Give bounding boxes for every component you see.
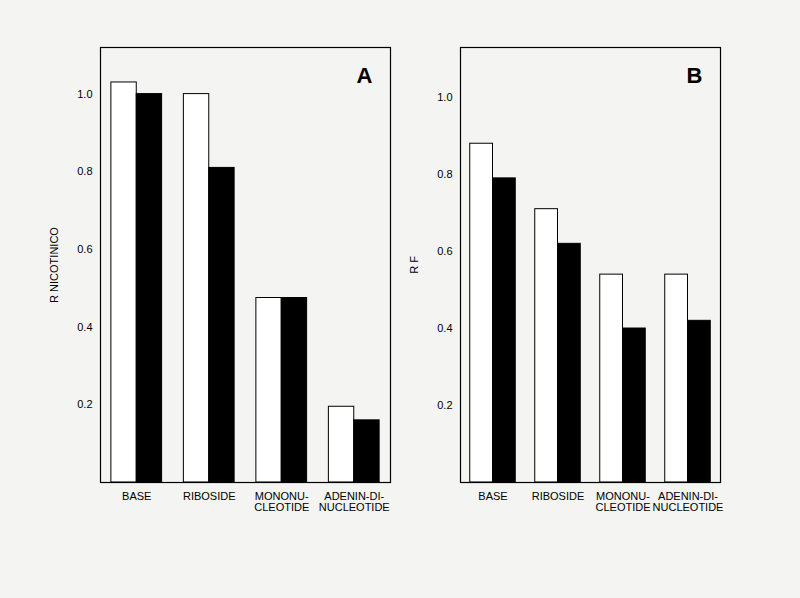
svg-text:0.6: 0.6 [77, 243, 92, 255]
svg-text:0.8: 0.8 [437, 168, 452, 180]
svg-text:MONONU-CLEOTIDE: MONONU-CLEOTIDE [254, 490, 309, 513]
svg-text:1.0: 1.0 [437, 91, 452, 103]
svg-text:BASE: BASE [478, 490, 507, 502]
svg-text:ADENIN-DI-NUCLEOTIDE: ADENIN-DI-NUCLEOTIDE [653, 490, 724, 513]
svg-text:0.4: 0.4 [77, 321, 92, 333]
svg-text:BASE: BASE [122, 490, 151, 502]
svg-text:R F: R F [408, 256, 420, 274]
svg-text:0.2: 0.2 [77, 398, 92, 410]
svg-text:RIBOSIDE: RIBOSIDE [532, 490, 585, 502]
svg-text:0.6: 0.6 [437, 245, 452, 257]
svg-text:B: B [687, 63, 703, 88]
svg-text:ADENIN-DI-NUCLEOTIDE: ADENIN-DI-NUCLEOTIDE [319, 490, 390, 513]
svg-text:1.0: 1.0 [77, 88, 92, 100]
svg-text:R NICOTINICO: R NICOTINICO [48, 227, 60, 303]
svg-text:MONONU-CLEOTIDE: MONONU-CLEOTIDE [595, 490, 650, 513]
svg-text:0.8: 0.8 [77, 165, 92, 177]
svg-text:0.4: 0.4 [437, 322, 452, 334]
svg-text:0.2: 0.2 [437, 399, 452, 411]
svg-text:A: A [357, 63, 373, 88]
svg-text:RIBOSIDE: RIBOSIDE [183, 490, 236, 502]
